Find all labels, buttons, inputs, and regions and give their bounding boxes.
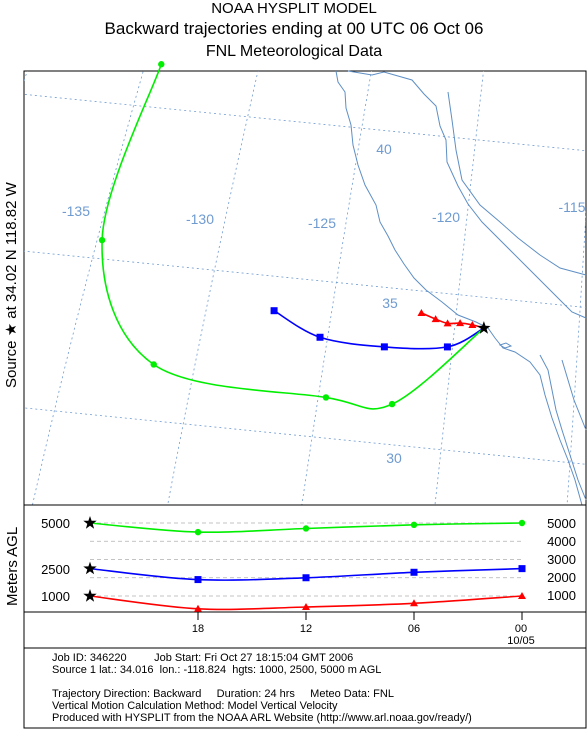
trajectory-2500m-marker	[270, 307, 278, 315]
right-tick-label: 2000	[547, 570, 576, 585]
time-tick-label: 18	[192, 623, 204, 635]
trajectory-2500m-height-marker	[194, 576, 202, 584]
lon-label: -115	[559, 199, 586, 215]
baja-coast	[539, 354, 587, 501]
trajectory-1000m-height-marker	[302, 602, 310, 610]
parallel-line	[24, 250, 586, 308]
trajectory-1000m-height-marker	[518, 592, 526, 599]
left-tick-label: 1000	[41, 589, 70, 604]
trajectory-5000m-marker	[158, 61, 165, 68]
trajectory-2500m-marker	[380, 343, 388, 351]
right-axis-labels: 5000 4000 3000 2000 1000	[547, 516, 576, 603]
lon-label: -130	[186, 211, 214, 227]
trajectory-2500m-marker	[443, 343, 451, 351]
parallel-line	[24, 407, 586, 465]
right-tick-label: 4000	[547, 534, 576, 549]
channel-island	[498, 342, 513, 349]
height-source-stars	[83, 516, 97, 602]
parallel-line	[0, 537, 588, 645]
trajectory-2500m-height-marker	[302, 574, 310, 582]
source-star-icon	[477, 321, 491, 334]
lon-label: -120	[432, 209, 460, 225]
height-panel: 5000 2500 1000 5000 4000 3000 2000 1000 …	[23, 504, 587, 649]
trajectory-5000m-marker	[98, 236, 106, 244]
map-labels: -135 -130 -125 -120 -115 40 35 30	[62, 141, 586, 466]
trajectory-1000m-marker	[417, 308, 426, 316]
trajectory-2500m-height-marker	[410, 568, 418, 576]
time-tick-label: 00	[515, 623, 527, 635]
height-gridlines	[90, 522, 522, 597]
trajectory-5000m-marker	[322, 394, 330, 401]
source-star-icon	[83, 516, 97, 529]
time-tick-label: 12	[300, 623, 312, 635]
trajectory-1000m-marker	[431, 315, 440, 323]
trajectory-5000m-height-marker	[194, 528, 202, 536]
source-star-icon	[83, 561, 97, 575]
trajectory-1000m-marker	[468, 320, 477, 328]
right-tick-label: 5000	[547, 516, 576, 531]
trajectory-2500m-height-marker	[518, 565, 526, 573]
left-tick-label: 5000	[41, 516, 70, 531]
date-label: 10/05	[507, 635, 535, 647]
height-axis-label: Meters AGL	[4, 527, 21, 606]
source-star-icon	[83, 589, 97, 602]
meteo-data-title: FNL Meteorological Data	[205, 43, 383, 60]
vertical-motion-line: Vertical Motion Calculation Method: Mode…	[52, 700, 338, 712]
model-title: NOAA HYSPLIT MODEL	[211, 0, 377, 17]
parallel-line	[0, 0, 588, 16]
height-trajectories	[89, 519, 526, 612]
lon-label: -125	[308, 215, 336, 231]
source-marker	[477, 321, 491, 334]
left-axis-labels: 5000 2500 1000	[41, 516, 70, 604]
right-tick-label: 3000	[547, 552, 576, 567]
right-tick-label: 1000	[547, 588, 576, 603]
source-info-line: Source 1 lat.: 34.016 lon.: -118.824 hgt…	[52, 664, 382, 676]
trajectory-1000m-marker	[456, 319, 465, 327]
left-tick-label: 2500	[41, 562, 70, 577]
trajectory-5000m-marker	[150, 361, 157, 368]
trajectory-5000m-marker	[388, 400, 396, 408]
trajectory-5000m-height-marker	[410, 521, 418, 529]
meridian-line	[434, 71, 484, 505]
produced-with-line: Produced with HYSPLIT from the NOAA ARL …	[52, 712, 472, 724]
source-label: Source ★ at 34.02 N 118.82 W	[3, 181, 20, 388]
meridian-line	[566, 207, 586, 505]
job-info-line: Job ID: 346220 Job Start: Fri Oct 27 18:…	[52, 652, 354, 664]
trajectory-1000m-marker	[443, 319, 452, 327]
trajectory-1000m-height-marker	[410, 599, 418, 607]
chart-title: Backward trajectories ending at 00 UTC 0…	[104, 19, 484, 38]
lat-label: 30	[386, 450, 402, 466]
time-axis-labels: 18 12 06 00 10/05	[192, 623, 535, 647]
trajectory-2500m-marker	[316, 333, 324, 341]
footer-frame	[23, 647, 587, 729]
us-west-coast	[335, 70, 583, 506]
map-frame	[23, 70, 587, 506]
time-ticks	[24, 611, 586, 620]
time-tick-label: 06	[408, 623, 420, 635]
state-line-nevada	[447, 91, 587, 276]
coastline	[335, 70, 587, 506]
parallel-line	[24, 93, 586, 152]
baja-inner	[561, 359, 587, 431]
trajectory-5000m-height-marker	[518, 519, 526, 527]
direction-info-line: Trajectory Direction: Backward Duration:…	[52, 688, 394, 700]
trajectory-1000m-height-marker	[194, 604, 202, 612]
lat-label: 35	[382, 295, 398, 311]
inland-border	[347, 70, 587, 319]
trajectory-5000m-line	[101, 63, 485, 410]
meridian-line	[167, 71, 259, 505]
lon-label: -135	[62, 203, 90, 219]
trajectory-5000m-height-marker	[302, 525, 310, 532]
meridian-line	[32, 71, 144, 505]
lat-label: 40	[376, 141, 392, 157]
map-trajectories	[98, 61, 485, 410]
